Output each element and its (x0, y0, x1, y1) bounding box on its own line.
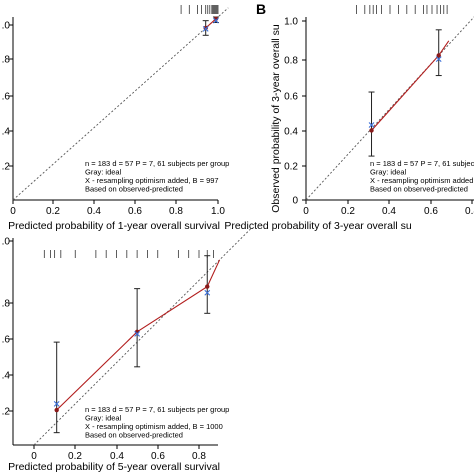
panel2-x-tick-label: 0.6 (424, 206, 438, 217)
panel1-x-tick-label: 0.8 (169, 206, 183, 217)
panel2-y-tick-label: 0 (292, 196, 298, 207)
panel3-ideal-line (33, 228, 251, 446)
panel3-y-tick-label: .4 (2, 371, 11, 382)
panel2-note-line: Based on observed-predicted (370, 185, 468, 194)
panel3-corrected-point (134, 331, 141, 337)
panel1-corrected-point (202, 26, 209, 32)
panel3-y-tick-label: .8 (2, 299, 11, 310)
panel1-x-tick-label: 1.0 (211, 206, 225, 217)
panel3-y-tick-label: .0 (2, 237, 11, 248)
panel3-note-line: n = 183 d = 57 P = 7, 61 subjects per gr… (85, 405, 229, 414)
panel1-note-line: n = 183 d = 57 P = 7, 61 subjects per gr… (85, 159, 229, 168)
panel2-x-tick-label: 0.4 (382, 206, 396, 217)
panel1-x-tick-label: 0.6 (128, 206, 142, 217)
panel3-x-tick-label: 0 (31, 451, 37, 462)
panel3-apparent-point (54, 407, 59, 413)
panel1-y-tick-label: .8 (2, 55, 11, 66)
panel2-y-tick-label: 0.2 (284, 162, 298, 173)
panel1-y-tick-label: .2 (2, 162, 11, 173)
panel2-x-tick-label: 0 (303, 206, 309, 217)
panel2-x-tick-label: 0.8 (465, 206, 474, 217)
panel3-apparent-point (205, 284, 210, 289)
panel2-y-tick-label: 0.6 (284, 92, 298, 103)
panel3-x-axis-label: Predicted probability of 5-year overall … (8, 461, 220, 473)
panel2-panel-letter: B (256, 1, 266, 17)
panel1-x-tick-label: 0 (10, 206, 16, 217)
panel2-corrected-point (435, 56, 442, 62)
panel1-x-axis-label: Predicted probability of 1-year overall … (8, 220, 220, 232)
panel1-corrected-point (213, 17, 219, 24)
panel1-note-line: X - resampling optimism added, B = 997 (85, 176, 219, 185)
panel2-note-line: X - resampling optimism added, B (370, 176, 474, 185)
panel1-ideal-line (12, 7, 229, 201)
panel2-x-tick-label: 0.2 (341, 206, 355, 217)
panel1-y-tick-label: .0 (2, 21, 11, 32)
panel3-corrected-point (53, 400, 60, 407)
panel1-x-tick-label: 0.2 (46, 206, 60, 217)
panel3-note-line: Based on observed-predicted (85, 431, 183, 440)
panel1-y-tick-label: .4 (2, 127, 11, 138)
panel2-y-tick-label: 1.0 (284, 17, 298, 28)
panel3-x-tick-label: 0.8 (192, 451, 206, 462)
panel3-x-tick-label: 0.6 (151, 451, 165, 462)
panel3-x-tick-label: 0.2 (68, 451, 82, 462)
panel1-y-tick-label: .6 (2, 92, 11, 103)
panel2-y-axis-label: Observed probability of 3-year overall s… (270, 24, 282, 213)
panel2-apparent-point (369, 128, 374, 133)
panel3-note-line: X - resampling optimism added, B = 1000 (85, 422, 223, 431)
panel3-y-tick-label: .6 (2, 335, 11, 346)
panel2-x-axis-label: Predicted probability of 3-year overall … (224, 220, 412, 232)
panel2-apparent-point (436, 53, 441, 58)
panel3-note-line: Gray: ideal (85, 414, 122, 423)
panel2-y-tick-label: 0.8 (284, 56, 298, 67)
panel1-note-line: Gray: ideal (85, 168, 122, 177)
panel3-corrected-point (204, 289, 211, 296)
panel2-y-tick-label: 0.4 (284, 127, 298, 138)
panel3-x-tick-label: 0.4 (110, 451, 124, 462)
panel2-note-line: Gray: ideal (370, 168, 407, 177)
panel2-corrected-point (368, 122, 375, 128)
panel1-note-line: Based on observed-predicted (85, 185, 183, 194)
panel1-x-tick-label: 0.4 (87, 206, 101, 217)
panel3-apparent-line (56, 259, 221, 411)
panel2-note-line: n = 183 d = 57 P = 7, 61 subjects (370, 159, 474, 168)
panel2-ideal-line (305, 16, 474, 201)
panel3-y-tick-label: .2 (2, 407, 11, 418)
panel1-apparent-point (203, 25, 208, 31)
